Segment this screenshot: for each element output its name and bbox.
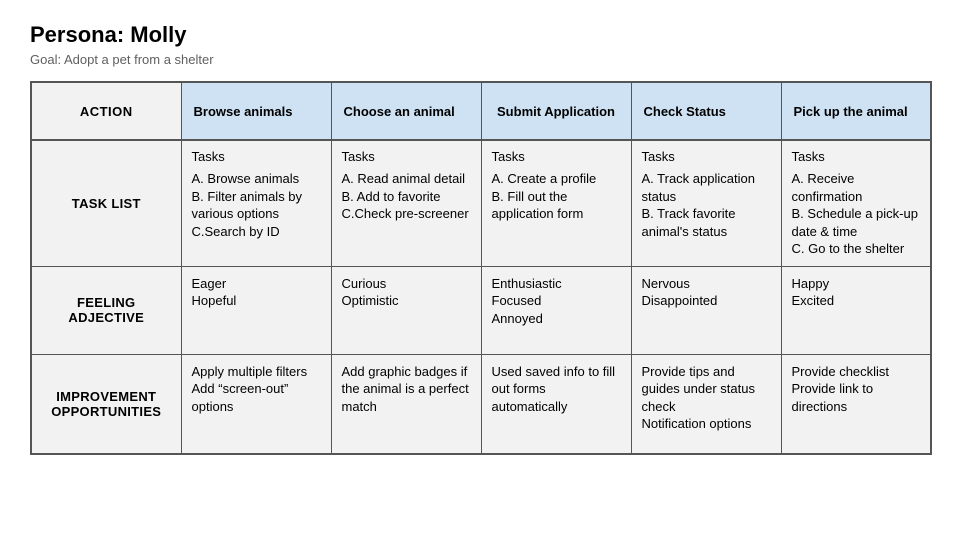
task-list-row: TASK LIST Tasks A. Browse animals B. Fil…	[31, 140, 931, 266]
task-cell-submit: Tasks A. Create a profile B. Fill out th…	[481, 140, 631, 266]
improvement-cell-choose: Add graphic badges if the animal is a pe…	[331, 354, 481, 454]
task-lines: A. Browse animals B. Filter animals by v…	[192, 170, 321, 240]
task-lines: A. Create a profile B. Fill out the appl…	[492, 170, 621, 223]
feeling-cell-status: Nervous Disappointed	[631, 266, 781, 354]
row-header-feeling: FEELING ADJECTIVE	[31, 266, 181, 354]
task-title: Tasks	[192, 149, 321, 164]
task-title: Tasks	[792, 149, 921, 164]
feeling-cell-pickup: Happy Excited	[781, 266, 931, 354]
improvement-cell-submit: Used saved info to fill out forms automa…	[481, 354, 631, 454]
col-header-choose: Choose an animal	[331, 82, 481, 140]
col-header-status: Check Status	[631, 82, 781, 140]
header-row: ACTION Browse animals Choose an animal S…	[31, 82, 931, 140]
feeling-row: FEELING ADJECTIVE Eager Hopeful Curious …	[31, 266, 931, 354]
persona-title: Persona: Molly	[30, 22, 930, 48]
persona-goal: Goal: Adopt a pet from a shelter	[30, 52, 930, 67]
improvement-cell-browse: Apply multiple filters Add “screen-out” …	[181, 354, 331, 454]
feeling-cell-choose: Curious Optimistic	[331, 266, 481, 354]
task-title: Tasks	[492, 149, 621, 164]
col-header-submit: Submit Application	[481, 82, 631, 140]
task-lines: A. Receive confirmation B. Schedule a pi…	[792, 170, 921, 258]
action-header: ACTION	[31, 82, 181, 140]
journey-map-page: Persona: Molly Goal: Adopt a pet from a …	[0, 0, 960, 475]
row-header-tasklist: TASK LIST	[31, 140, 181, 266]
task-cell-browse: Tasks A. Browse animals B. Filter animal…	[181, 140, 331, 266]
improvement-row: IMPROVEMENT OPPORTUNITIES Apply multiple…	[31, 354, 931, 454]
col-header-browse: Browse animals	[181, 82, 331, 140]
col-header-pickup: Pick up the animal	[781, 82, 931, 140]
feeling-cell-browse: Eager Hopeful	[181, 266, 331, 354]
improvement-cell-status: Provide tips and guides under status che…	[631, 354, 781, 454]
task-lines: A. Read animal detail B. Add to favorite…	[342, 170, 471, 223]
task-title: Tasks	[642, 149, 771, 164]
improvement-cell-pickup: Provide checklist Provide link to direct…	[781, 354, 931, 454]
row-header-improvement: IMPROVEMENT OPPORTUNITIES	[31, 354, 181, 454]
task-cell-pickup: Tasks A. Receive confirmation B. Schedul…	[781, 140, 931, 266]
journey-table: ACTION Browse animals Choose an animal S…	[30, 81, 932, 455]
task-cell-choose: Tasks A. Read animal detail B. Add to fa…	[331, 140, 481, 266]
task-title: Tasks	[342, 149, 471, 164]
task-lines: A. Track application status B. Track fav…	[642, 170, 771, 240]
task-cell-status: Tasks A. Track application status B. Tra…	[631, 140, 781, 266]
feeling-cell-submit: Enthusiastic Focused Annoyed	[481, 266, 631, 354]
